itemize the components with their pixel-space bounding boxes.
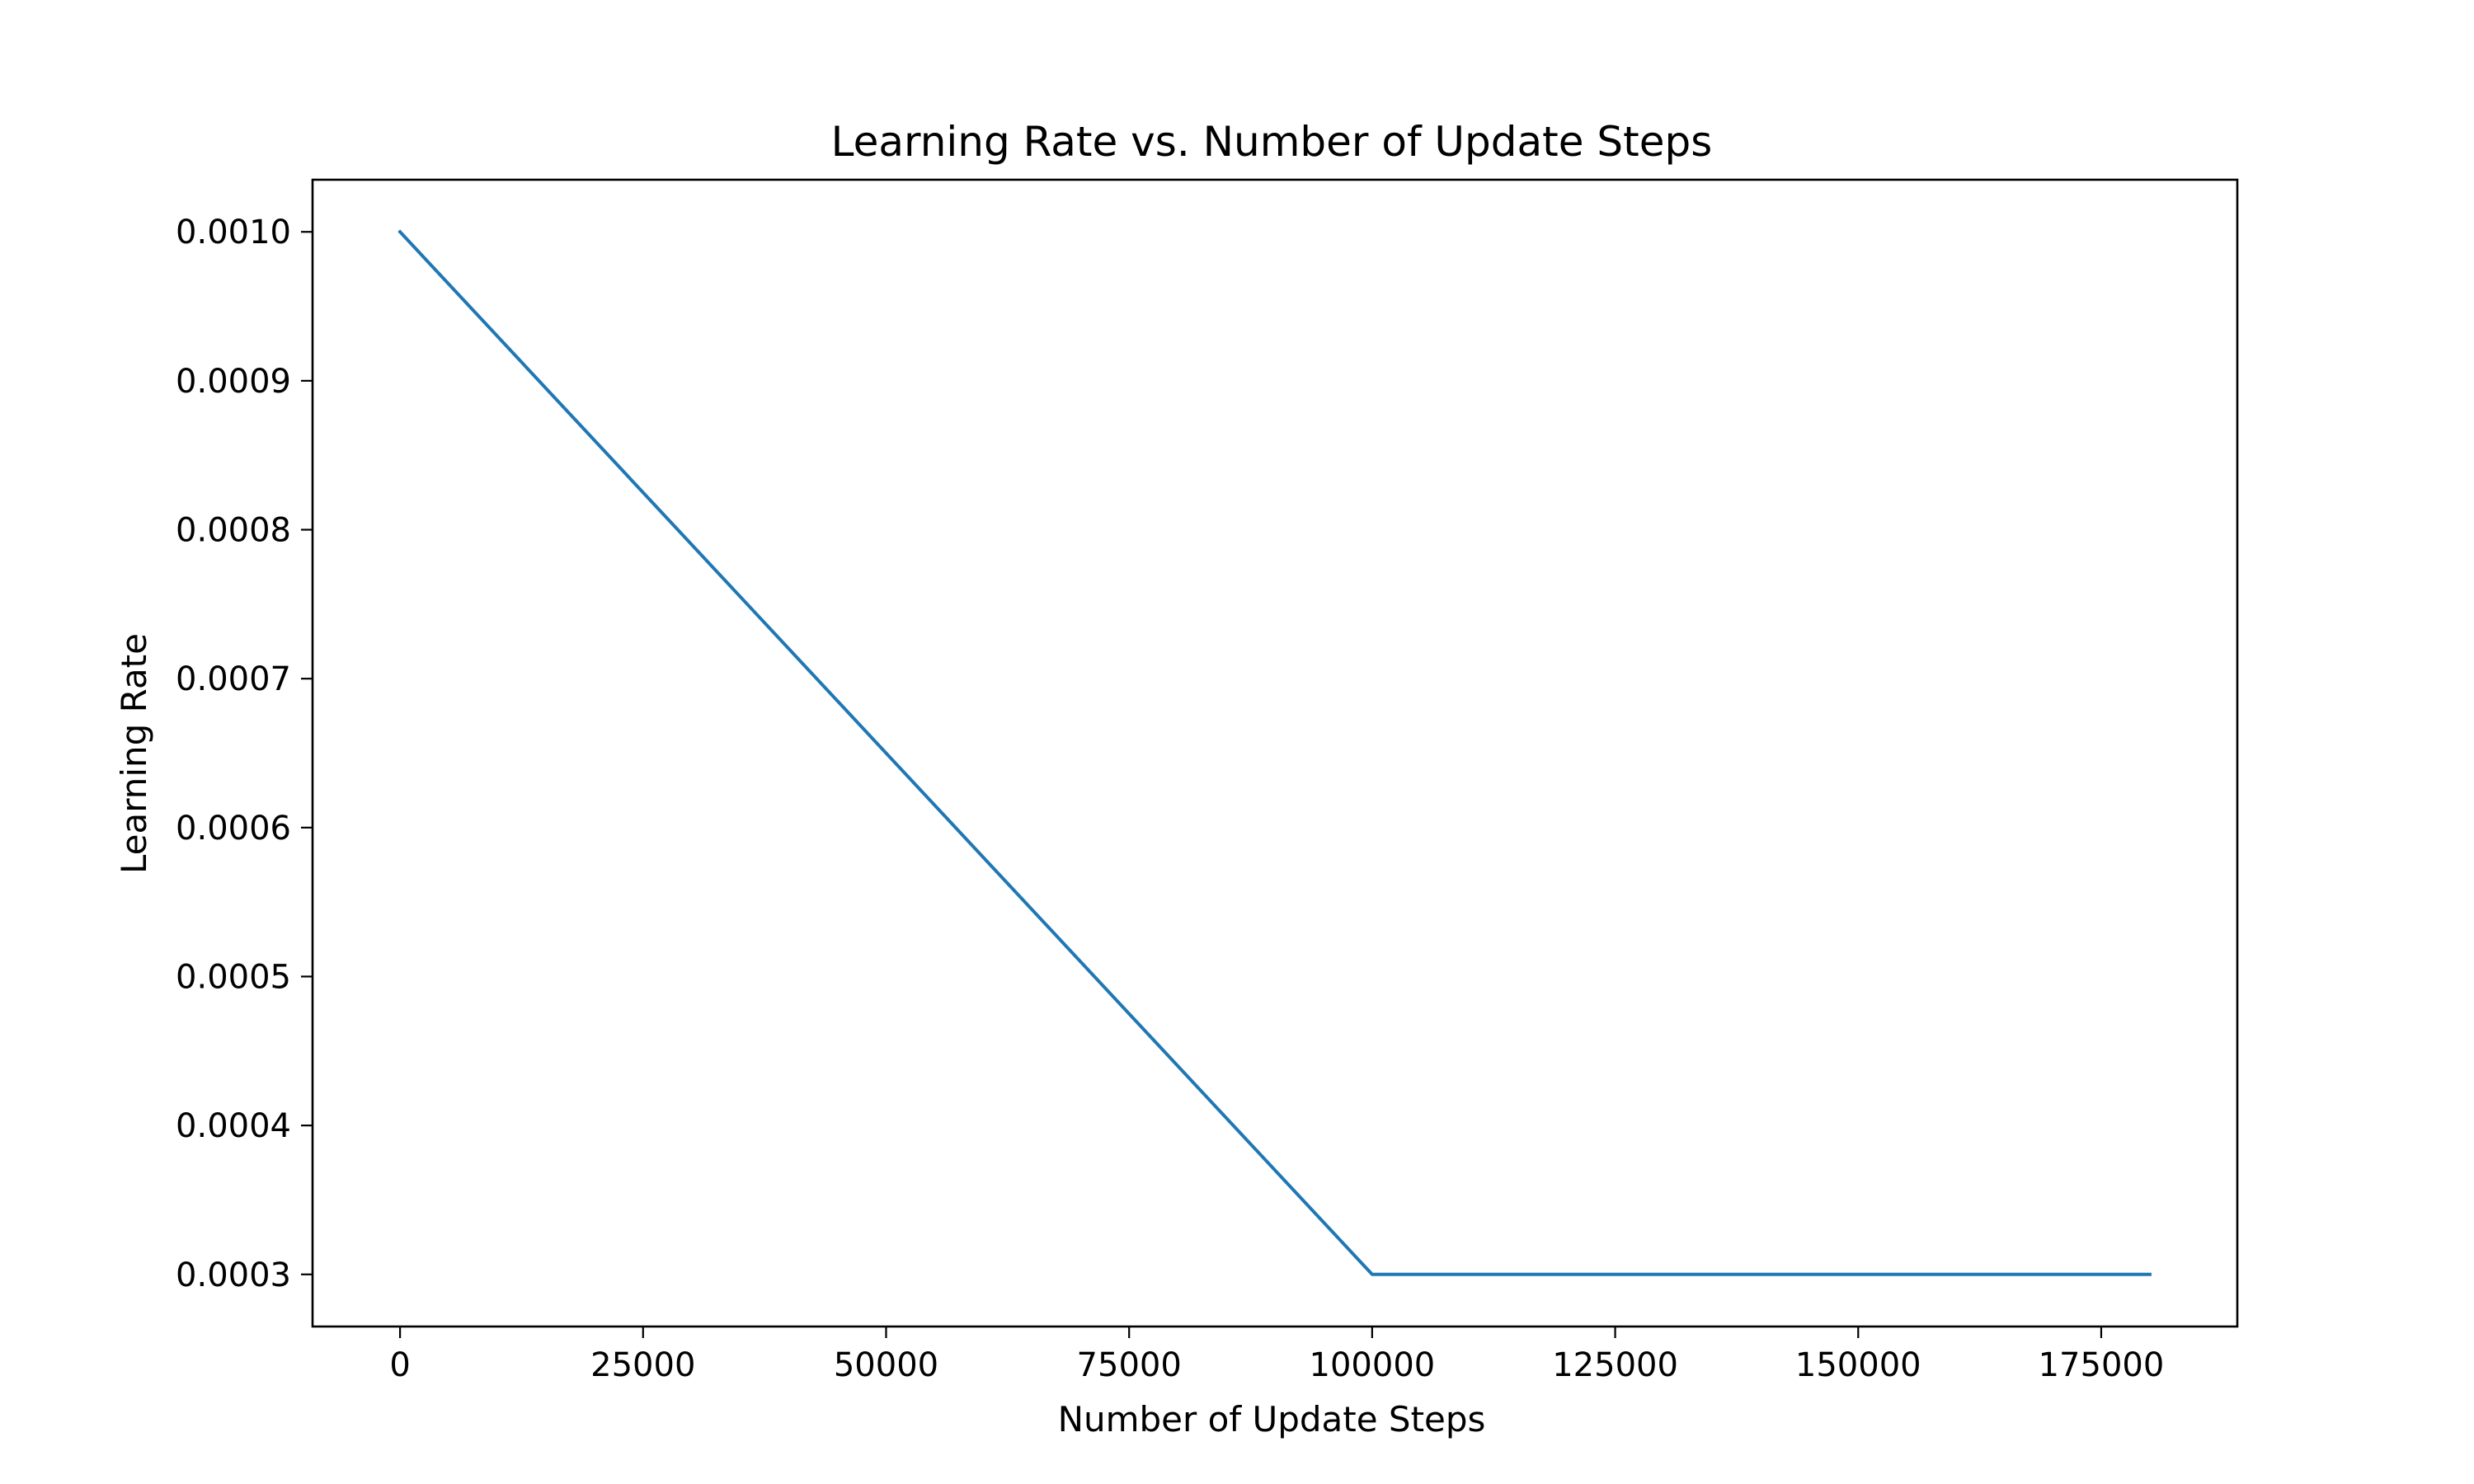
- plot-marks: 0 25000 50000 75000 100000 125000 150000 175000…: [176, 214, 2164, 1384]
- x-tick-label: 150000: [1795, 1346, 1921, 1384]
- y-tick-label: 0.0010: [176, 214, 291, 251]
- x-tick-label: 50000: [834, 1346, 938, 1384]
- x-tick-label: 100000: [1310, 1346, 1436, 1384]
- plot-frame: [311, 178, 2239, 1328]
- y-tick-label: 0.0003: [176, 1256, 291, 1294]
- x-tick-label: 25000: [590, 1346, 695, 1384]
- learning-rate-line: [397, 229, 2152, 1276]
- y-tick-label: 0.0007: [176, 660, 291, 698]
- y-tick-label: 0.0009: [176, 363, 291, 401]
- x-axis-label: Number of Update Steps: [1058, 1399, 1486, 1439]
- x-tick-label: 125000: [1552, 1346, 1678, 1384]
- x-tick-label: 75000: [1077, 1346, 1182, 1384]
- chart-title: Learning Rate vs. Number of Update Steps: [831, 118, 1713, 166]
- y-axis-label: Learning Rate: [114, 633, 154, 874]
- y-tick-label: 0.0006: [176, 810, 291, 848]
- y-tick-label: 0.0008: [176, 512, 291, 550]
- y-tick-label: 0.0004: [176, 1107, 291, 1145]
- x-tick-label: 175000: [2039, 1346, 2165, 1384]
- y-tick-label: 0.0005: [176, 958, 291, 996]
- x-tick-label: 0: [389, 1346, 410, 1384]
